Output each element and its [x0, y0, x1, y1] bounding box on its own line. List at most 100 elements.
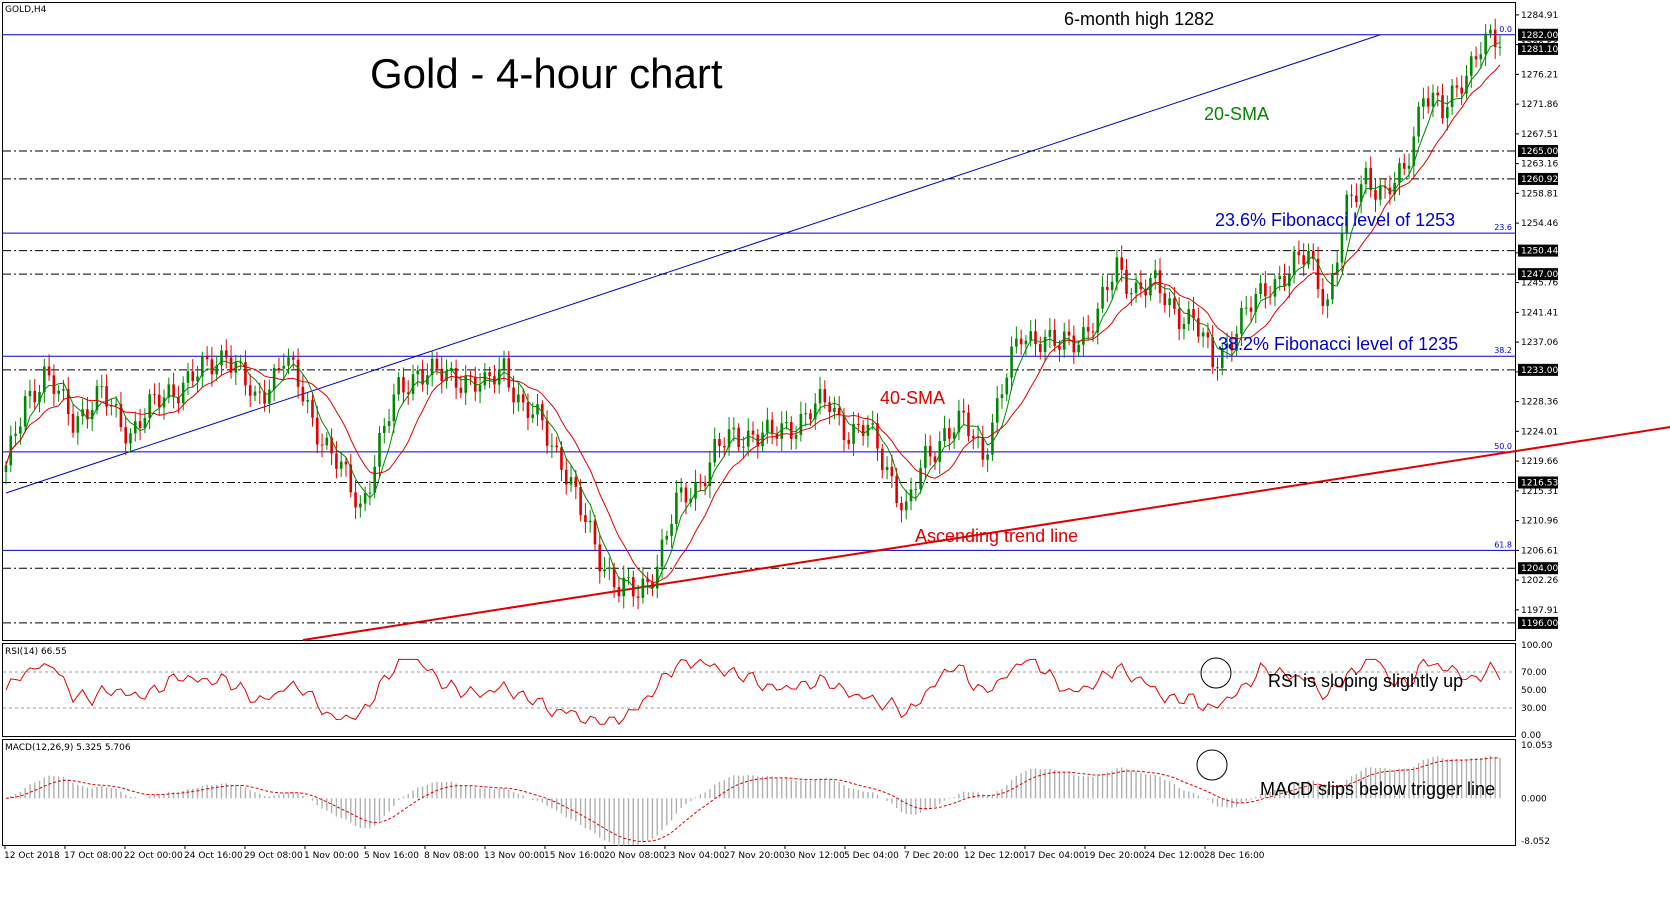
candle-body — [1326, 299, 1329, 307]
candle-body — [1484, 33, 1487, 55]
candle-body — [1134, 282, 1138, 294]
candle-body — [1469, 56, 1473, 76]
price-tag-label: 1260.92 — [1521, 175, 1558, 185]
candle-body — [804, 413, 807, 415]
candle-body — [205, 356, 209, 360]
candle-body — [1240, 307, 1243, 334]
candle-body — [1292, 251, 1296, 275]
time-tick-label: 17 Dec 04:00 — [1024, 851, 1085, 861]
price-tag-label: 1247.00 — [1521, 270, 1558, 280]
candle-body — [502, 358, 506, 370]
candle-body — [1359, 184, 1363, 203]
candle-body — [1216, 367, 1219, 369]
time-tick-label: 23 Nov 04:00 — [664, 851, 725, 861]
macd-header: MACD(12,26,9) 5.325 5.706 — [5, 743, 131, 753]
candle-body — [248, 385, 252, 396]
candle-body — [1110, 281, 1114, 290]
candle-body — [167, 384, 171, 398]
candle-body — [1498, 46, 1502, 48]
macd-tick-label: 10.053 — [1521, 741, 1553, 751]
candle-body — [1197, 318, 1200, 337]
candle-body — [555, 445, 558, 448]
candle-body — [727, 429, 731, 448]
candle-body — [1302, 255, 1305, 265]
candle-body — [363, 492, 367, 504]
price-tag-label: 1196.00 — [1521, 619, 1558, 629]
candle-body — [19, 426, 22, 434]
candle-body — [780, 423, 784, 439]
candle-body — [995, 398, 999, 423]
candle-body — [694, 481, 697, 499]
candle-body — [737, 427, 740, 448]
price-tick-label: 1224.01 — [1521, 427, 1558, 437]
candle-body — [296, 359, 300, 387]
candle-body — [201, 356, 204, 377]
time-tick-label: 27 Nov 20:00 — [724, 851, 785, 861]
candle-body — [794, 434, 798, 439]
macd-panel-frame — [2, 739, 1516, 846]
time-tick-label: 29 Oct 08:00 — [244, 851, 303, 861]
time-tick-label: 12 Dec 12:00 — [964, 851, 1025, 861]
candle-body — [320, 444, 324, 446]
candle-body — [1398, 163, 1401, 183]
candle-body — [1273, 279, 1277, 297]
candle-body — [411, 374, 415, 394]
candle-body — [1187, 309, 1191, 324]
candle-body — [263, 392, 266, 404]
candle-body — [665, 535, 669, 540]
candle-body — [1230, 343, 1234, 351]
candle-body — [1321, 289, 1325, 307]
candle-body — [373, 466, 377, 493]
candle-body — [761, 432, 764, 447]
annotation-high: 6-month high 1282 — [1064, 9, 1214, 29]
candle-body — [1173, 298, 1176, 309]
candle-body — [76, 416, 80, 433]
candle-body — [742, 446, 745, 448]
candle-body — [33, 390, 37, 403]
candle-body — [986, 454, 989, 460]
ascending-trend-line — [302, 426, 1670, 641]
candle-body — [579, 486, 582, 516]
candle-body — [172, 384, 175, 398]
candle-body — [560, 447, 563, 470]
candle-body — [301, 386, 305, 402]
candle-body — [1000, 394, 1004, 399]
candle-body — [1436, 92, 1440, 96]
price-tag-label: 1282.00 — [1521, 31, 1558, 41]
candle-body — [1010, 346, 1013, 378]
candle-body — [670, 524, 673, 536]
price-tick-label: 1219.66 — [1521, 457, 1558, 467]
price-tick-label: 1241.41 — [1521, 308, 1558, 318]
candle-body — [1393, 182, 1396, 195]
annotation-macd: MACD slips below trigger line — [1260, 779, 1495, 799]
price-tick-label: 1254.46 — [1521, 219, 1558, 229]
price-tag-label: 1204.00 — [1521, 564, 1558, 574]
candle-body — [1024, 340, 1028, 345]
candle-body — [948, 428, 951, 439]
candle-body — [119, 404, 123, 428]
candle-body — [550, 445, 554, 447]
candle-body — [718, 439, 721, 446]
candle-body — [14, 433, 17, 436]
candle-body — [344, 461, 348, 465]
candle-body — [1402, 163, 1406, 169]
candle-body — [679, 487, 683, 493]
candle-body — [1378, 185, 1382, 200]
price-tag-label: 1265.00 — [1521, 147, 1558, 157]
candle-body — [325, 437, 329, 446]
candle-body — [914, 489, 918, 491]
price-tag-box — [1518, 476, 1558, 489]
candle-body — [244, 362, 247, 386]
time-tick-label: 1 Nov 00:00 — [304, 851, 359, 861]
candle-body — [756, 434, 760, 447]
candle-body — [311, 399, 314, 418]
candle-body — [1307, 250, 1310, 265]
candle-body — [1283, 275, 1286, 287]
candle-body — [268, 389, 271, 404]
time-axis: 12 Oct 2018 17 Oct 08:00 22 Oct 00:00 24 Oc… — [4, 845, 1265, 861]
candle-body — [1101, 286, 1104, 309]
price-tag-box — [1518, 363, 1558, 376]
candle-body — [919, 467, 922, 490]
candle-body — [1340, 232, 1344, 263]
time-tick-label: 15 Nov 16:00 — [544, 851, 605, 861]
